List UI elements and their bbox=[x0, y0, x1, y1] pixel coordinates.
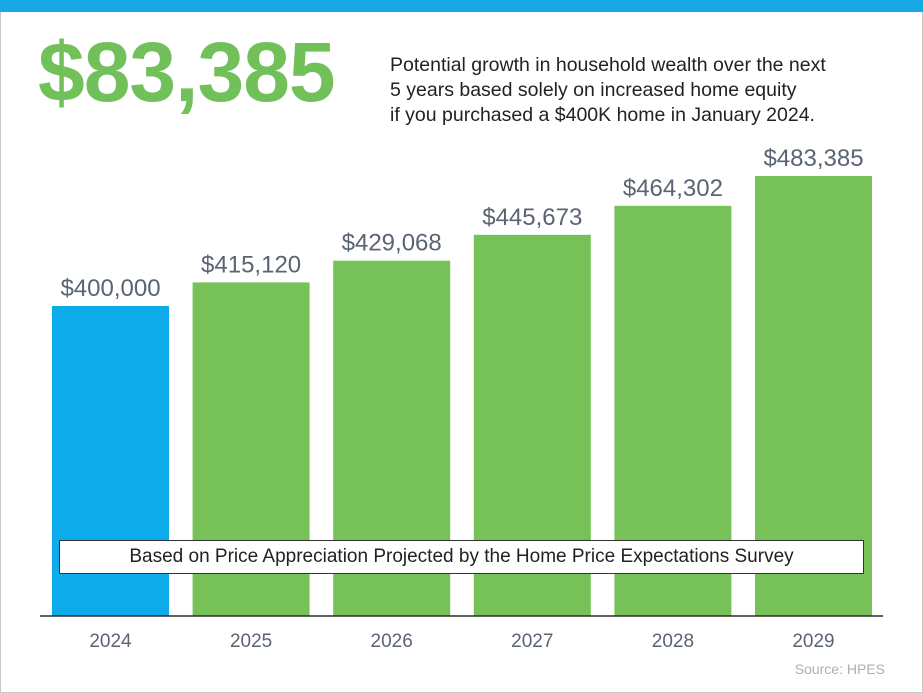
x-tick-2025: 2025 bbox=[230, 631, 272, 652]
headline-description: Potential growth in household wealth ove… bbox=[390, 53, 890, 128]
value-label-2026: $429,068 bbox=[342, 230, 442, 257]
x-tick-2028: 2028 bbox=[652, 631, 694, 652]
x-tick-2024: 2024 bbox=[89, 631, 132, 652]
x-tick-group: 2024 2025 2026 2027 2028 2029 bbox=[89, 631, 834, 652]
value-label-2025: $415,120 bbox=[201, 251, 301, 278]
description-line-2: 5 years based solely on increased home e… bbox=[390, 79, 797, 101]
top-accent-bar bbox=[0, 0, 923, 12]
value-label-2029: $483,385 bbox=[763, 145, 863, 172]
value-label-2028: $464,302 bbox=[623, 175, 723, 202]
x-tick-2026: 2026 bbox=[371, 631, 413, 652]
value-label-2024: $400,000 bbox=[60, 275, 160, 302]
methodology-note: Based on Price Appreciation Projected by… bbox=[59, 540, 864, 574]
source-credit: Source: HPES bbox=[794, 661, 885, 677]
x-tick-2027: 2027 bbox=[511, 631, 553, 652]
description-line-3: if you purchased a $400K home in January… bbox=[390, 104, 815, 126]
description-line-1: Potential growth in household wealth ove… bbox=[390, 54, 826, 76]
value-label-group: $400,000 $415,120 $429,068 $445,673 $464,302… bbox=[60, 145, 863, 302]
headline-value: $83,385 bbox=[38, 25, 336, 119]
value-label-2027: $445,673 bbox=[482, 204, 582, 231]
x-tick-2029: 2029 bbox=[792, 631, 834, 652]
